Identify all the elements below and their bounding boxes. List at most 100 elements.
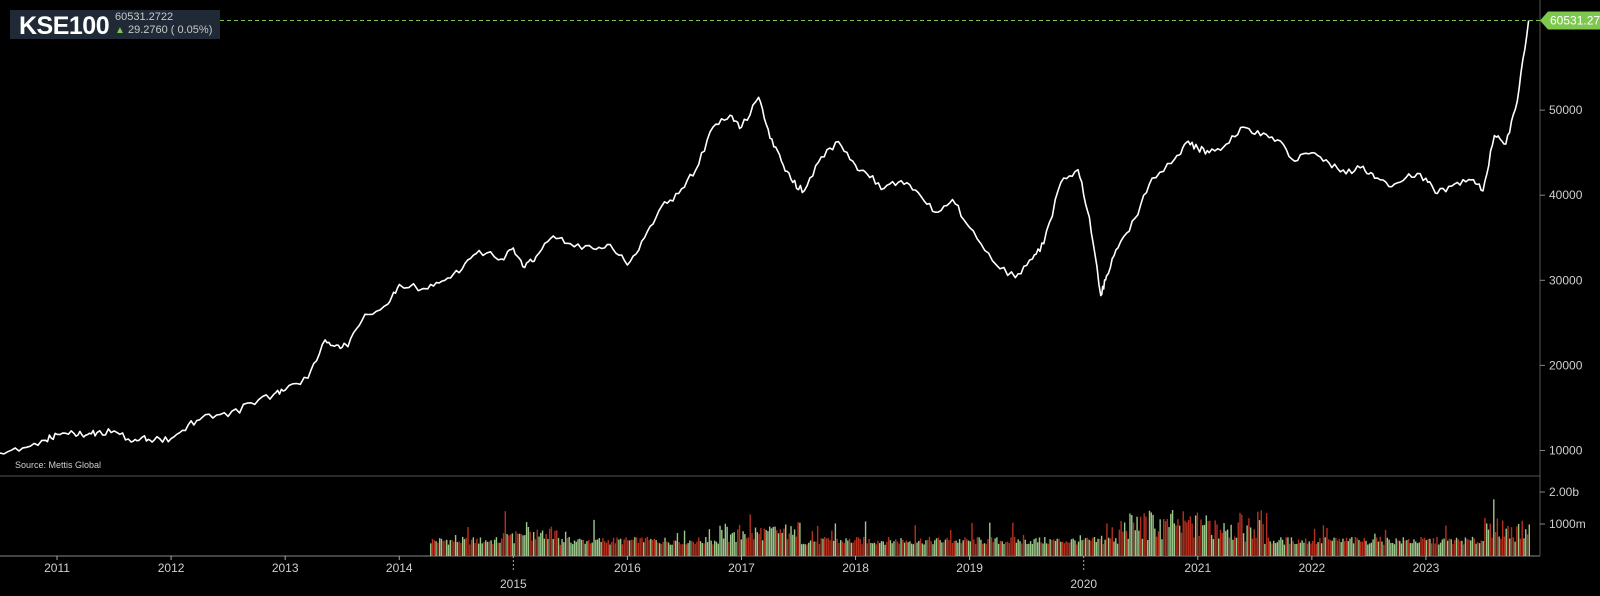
volume-bar (591, 542, 593, 556)
volume-bar (1512, 537, 1515, 556)
volume-bar (1443, 538, 1445, 556)
volume-bar (1375, 537, 1378, 556)
volume-bar (442, 540, 444, 556)
volume-bar (556, 530, 558, 556)
volume-bar (1031, 544, 1034, 556)
volume-bar (1013, 536, 1016, 556)
volume-bar (1475, 543, 1477, 556)
volume-bar (577, 539, 579, 556)
volume-bar (1258, 520, 1261, 556)
volume-bar (742, 531, 744, 556)
volume-bar (1519, 538, 1522, 556)
volume-bar (490, 540, 492, 556)
volume-bar (703, 543, 705, 556)
volume-bar (1448, 538, 1451, 556)
volume-bar (1482, 541, 1484, 556)
volume-bar (1072, 538, 1074, 556)
volume-bar (1035, 538, 1037, 556)
volume-bar (985, 543, 987, 556)
volume-bar (584, 543, 586, 556)
volume-bar (561, 538, 563, 556)
volume-bar (740, 539, 743, 556)
price-tick-label: 10000 (1549, 443, 1583, 457)
volume-bar (1147, 539, 1149, 556)
volume-bar (1189, 516, 1192, 556)
volume-bar (1319, 538, 1321, 556)
volume-bar (774, 526, 776, 556)
volume-bar (547, 538, 549, 556)
volume-bar (1005, 542, 1007, 556)
volume-bar (925, 540, 927, 556)
volume-bar (1139, 516, 1142, 556)
volume-bar (919, 538, 922, 556)
volume-bar (843, 543, 845, 556)
volume-bar (527, 526, 530, 556)
volume-bar (1175, 525, 1177, 556)
volume-bar (1299, 542, 1302, 556)
volume-bar (666, 541, 668, 556)
volume-bar (559, 544, 562, 556)
volume-bar (1122, 531, 1124, 556)
volume-bar (607, 540, 609, 556)
volume-bar (1155, 536, 1158, 556)
volume-bar (662, 541, 664, 556)
volume-bar (971, 522, 973, 556)
volume-bar (1297, 539, 1300, 556)
volume-bar (1301, 540, 1303, 556)
volume-bar (1044, 536, 1046, 556)
volume-bar (1099, 539, 1101, 556)
volume-bar (1388, 539, 1390, 556)
volume-bar (953, 541, 955, 556)
volume-bar (1281, 539, 1284, 556)
volume-bar (1484, 517, 1486, 556)
volume-bar (804, 544, 806, 556)
volume-bar (1113, 541, 1115, 556)
volume-bar (1329, 540, 1332, 556)
volume-bar (1178, 525, 1181, 556)
volume-bar (1269, 541, 1271, 556)
volume-bar (502, 533, 505, 556)
volume-bar (1322, 525, 1325, 556)
volume-bar (1242, 533, 1245, 556)
volume-bar (440, 538, 443, 556)
volume-bar (1315, 544, 1318, 556)
volume-bar (1083, 539, 1085, 556)
volume-bar (1347, 541, 1349, 556)
volume-bar (657, 542, 659, 556)
volume-bar (1150, 512, 1152, 556)
price-tick-label: 30000 (1549, 273, 1583, 287)
volume-bar (635, 537, 638, 556)
volume-bar (593, 519, 595, 556)
volume-bar (671, 544, 673, 556)
volume-bar (1003, 544, 1005, 556)
volume-bar (797, 522, 799, 556)
volume-bar (735, 541, 737, 556)
volume-bar (529, 531, 531, 556)
volume-bar (1111, 527, 1113, 556)
volume-bar (770, 528, 773, 556)
volume-bar (903, 542, 906, 556)
volume-bar (449, 540, 451, 556)
volume-bar (570, 542, 572, 556)
volume-bar (795, 536, 798, 556)
volume-bar (710, 540, 712, 556)
volume-bar (714, 540, 716, 556)
volume-bar (1253, 529, 1255, 556)
volume-bar (463, 539, 466, 556)
volume-bar (1441, 539, 1444, 556)
volume-bar (1060, 541, 1062, 556)
volume-bar (637, 542, 640, 556)
volume-bar (458, 541, 460, 556)
volume-bar (515, 531, 517, 556)
volume-bar (1470, 540, 1472, 556)
volume-bar (1356, 537, 1358, 556)
volume-bar (517, 533, 519, 556)
volume-bar (698, 537, 700, 556)
volume-bar (891, 543, 893, 556)
volume-bar (683, 530, 686, 556)
volume-bar (1214, 520, 1216, 556)
volume-bar (1304, 538, 1307, 556)
volume-bar (580, 539, 583, 556)
volume-bar (1106, 523, 1108, 556)
volume-bar (1351, 537, 1353, 556)
